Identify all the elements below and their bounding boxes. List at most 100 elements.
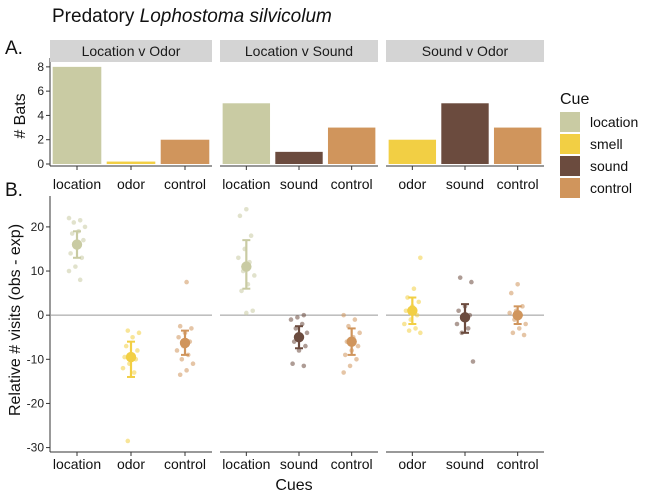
data-point-control (341, 312, 346, 318)
legend-swatch-control (560, 178, 580, 198)
data-point-control (507, 310, 512, 316)
panel-a-x-tick-label: control (164, 176, 206, 192)
data-point-odor (406, 328, 412, 333)
legend-swatch-smell (560, 134, 580, 154)
data-point-control (176, 334, 181, 340)
facet-strip-label: Location v Odor (82, 43, 181, 59)
data-point-location (79, 255, 85, 261)
data-point-location (244, 206, 249, 212)
data-point-odor (125, 438, 131, 444)
data-point-control (347, 363, 353, 369)
data-point-sound (301, 363, 307, 369)
legend-swatch-sound (560, 156, 580, 176)
data-point-odor (135, 348, 140, 353)
data-point-control (508, 290, 514, 296)
panel-b-y-tick-label: -30 (27, 441, 45, 455)
data-point-location (82, 224, 88, 230)
panel-b-y-tick-label: 10 (31, 264, 45, 278)
mean-point-sound (459, 312, 471, 323)
data-point-sound (454, 321, 460, 327)
data-point-sound (295, 315, 300, 320)
data-point-sound (301, 312, 307, 318)
panel-b-x-axis-title: Cues (275, 477, 312, 494)
bar-sound (275, 151, 323, 164)
data-point-sound (469, 279, 474, 285)
bar-odor (106, 161, 156, 164)
data-point-sound (456, 308, 461, 314)
data-point-location (250, 308, 256, 314)
data-point-odor (403, 308, 409, 314)
panel-a-x-tick-label: location (53, 176, 101, 192)
data-point-control (342, 352, 348, 358)
panel-b-dot-chart: -30 -20 -10 0 10 20 location odor control locatio… (27, 196, 544, 472)
data-point-odor (416, 299, 422, 305)
panel-b-x-tick-label: odor (398, 456, 426, 472)
panel-a-x-tick-label: control (497, 176, 539, 192)
legend-label-control: control (590, 180, 632, 196)
data-point-control (515, 281, 520, 287)
data-point-control (177, 323, 183, 329)
data-point-control (516, 326, 522, 331)
data-point-odor (418, 330, 423, 336)
mean-point-odor (407, 305, 418, 316)
data-point-control (184, 368, 189, 373)
panel-a-y-tick-label: 2 (37, 133, 44, 147)
data-point-location (77, 217, 83, 223)
data-point-odor (125, 328, 131, 333)
panel-a-y-tick-label: 4 (37, 108, 44, 122)
data-point-odor (131, 370, 137, 375)
data-point-sound (290, 361, 295, 367)
facet-strip-label: Location v Sound (245, 43, 353, 59)
data-point-location (236, 255, 241, 261)
data-point-location (68, 251, 73, 256)
panel-b-y-tick-label: 0 (37, 308, 44, 322)
bar-sound (441, 103, 489, 164)
data-point-location (66, 268, 72, 274)
data-point-odor (130, 334, 135, 340)
panel-b-y-tick-label: -10 (27, 352, 45, 366)
data-point-control (521, 332, 527, 338)
mean-point-location (241, 261, 252, 272)
panel-a-y-tick-label: 8 (37, 60, 44, 74)
panel-a-y-tick-label: 6 (37, 84, 44, 98)
data-point-sound (288, 317, 294, 322)
panel-b-y-tick-label: -20 (27, 396, 45, 410)
facet-strip (220, 40, 378, 62)
data-point-odor (413, 326, 418, 331)
data-point-sound (293, 326, 299, 331)
data-point-control (357, 330, 362, 336)
panel-b-x-tick-label: odor (117, 456, 145, 472)
panel-a-bar-chart: 0 2 4 6 8 Location v Odor location odor control L… (37, 40, 544, 192)
facet-strip (386, 40, 544, 62)
data-point-control (189, 326, 194, 331)
data-point-sound (304, 330, 310, 336)
panel-b-y-axis-title: Relative # visits (obs - exp) (7, 224, 24, 416)
data-point-sound (465, 326, 471, 331)
data-point-odor (120, 365, 126, 371)
data-point-control (184, 279, 189, 285)
data-point-location (66, 215, 72, 221)
legend: Cue location smell sound control (560, 91, 638, 198)
data-point-location (252, 273, 257, 278)
bar-location (52, 66, 102, 164)
data-point-control (346, 323, 351, 329)
panel-b-y-tick-label: 20 (31, 220, 45, 234)
data-point-location (69, 231, 75, 236)
legend-swatch-location (560, 112, 580, 132)
data-point-control (179, 357, 185, 362)
data-point-control (355, 343, 361, 349)
panel-b-x-tick-label: control (164, 456, 206, 472)
data-point-location (248, 233, 254, 239)
data-point-control (523, 321, 528, 327)
data-point-location (237, 213, 243, 219)
mean-point-location (71, 239, 83, 250)
mean-point-sound (293, 332, 305, 343)
panel-a-x-tick-label: odor (117, 176, 145, 192)
bar-control (493, 127, 542, 164)
data-point-location (77, 277, 83, 283)
data-point-control (520, 304, 525, 309)
panel-b-x-tick-label: sound (446, 456, 484, 472)
mean-point-control (346, 336, 357, 347)
data-point-location (244, 310, 249, 316)
panel-a-y-tick-label: 0 (37, 157, 44, 171)
